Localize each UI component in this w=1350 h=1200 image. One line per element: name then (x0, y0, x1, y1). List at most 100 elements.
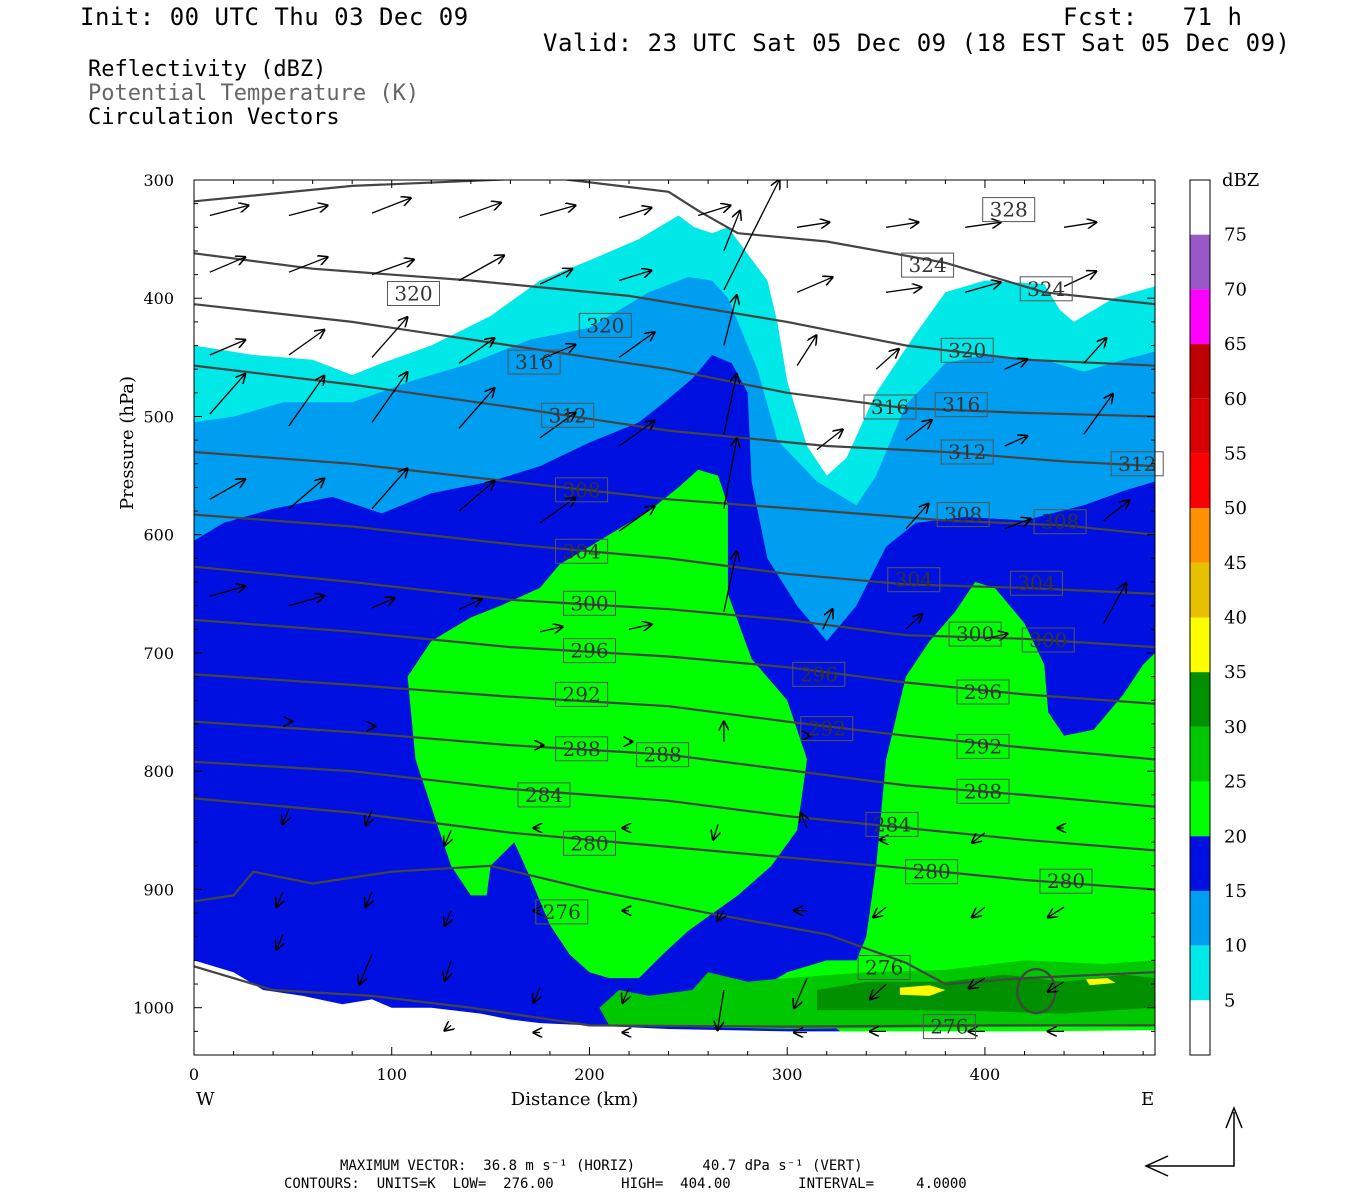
circulation-vector (822, 609, 833, 630)
colorbar-swatch (1190, 672, 1210, 727)
circulation-vector (618, 421, 654, 447)
circulation-vector (984, 634, 1007, 639)
circulation-vector (288, 376, 324, 427)
circulation-vector (458, 599, 481, 610)
circulation-vector (534, 987, 540, 1003)
footer-contours: CONTOURS: UNITS=K LOW= 276.00 HIGH= 404.… (284, 1176, 967, 1192)
circulation-vector (209, 206, 248, 217)
circulation-vector (972, 832, 986, 843)
theta-label-box (1009, 570, 1063, 596)
theta-label-box (555, 681, 609, 707)
theta-contour (194, 513, 1155, 595)
circulation-vector (965, 282, 1000, 293)
circulation-vector (905, 504, 928, 530)
y-tick-label: 900 (143, 880, 174, 899)
theta-label: 292 (964, 734, 1002, 758)
circulation-vector (283, 808, 289, 824)
colorbar-level-label: 65 (1224, 334, 1247, 355)
circulation-vector (1004, 436, 1027, 447)
circulation-vector (713, 824, 718, 839)
theta-label: 280 (570, 831, 608, 855)
colorbar-level-label: 30 (1224, 717, 1247, 738)
theta-label: 320 (394, 282, 432, 306)
circulation-vector (458, 256, 504, 282)
y-tick-label: 800 (143, 762, 174, 781)
circulation-vector (1048, 981, 1065, 992)
theta-label-box (563, 638, 616, 664)
colorbar-level-label: 40 (1224, 608, 1247, 629)
theta-label-box (887, 567, 941, 593)
theta-label-box (792, 661, 846, 687)
theta-label-box (865, 811, 919, 837)
theta-label: 308 (563, 478, 601, 502)
x-tick-label: 300 (772, 1065, 803, 1084)
circulation-vector (723, 180, 779, 291)
refl-fill-35 (899, 985, 946, 996)
circulation-vector (277, 934, 283, 949)
theta-label: 296 (800, 662, 838, 686)
colorbar-swatch (1190, 781, 1210, 837)
theta-contour (194, 673, 1155, 761)
theta-label-box (555, 538, 609, 564)
circulation-vector (1004, 359, 1027, 370)
theta-label-box (940, 439, 994, 465)
x-tick-label: 100 (376, 1065, 407, 1084)
colorbar-swatch (1190, 344, 1210, 399)
colorbar-unit: dBZ (1222, 170, 1259, 191)
circulation-vector (796, 336, 816, 366)
circulation-vector (539, 413, 575, 439)
circulation-vector (885, 222, 918, 227)
y-tick-label: 700 (143, 644, 174, 663)
colorbar-level-label: 70 (1224, 279, 1247, 300)
circulation-vector (965, 222, 1000, 227)
colorbar-swatch (1190, 453, 1210, 509)
circulation-vector (723, 296, 737, 346)
theta-label: 296 (570, 639, 608, 663)
circulation-vector (539, 206, 575, 217)
circulation-vector (1083, 394, 1113, 435)
theta-contour (194, 864, 1155, 986)
legend-reflectivity: Reflectivity (dBZ) (88, 57, 327, 82)
theta-label: 304 (563, 539, 601, 563)
theta-contour (194, 450, 1155, 536)
theta-contour (194, 760, 1155, 852)
circulation-vector (816, 430, 843, 451)
circulation-vector (698, 206, 730, 217)
circulation-vector (209, 340, 245, 356)
theta-label-box (1019, 276, 1073, 302)
colorbar-level-label: 45 (1224, 553, 1247, 574)
circulation-vector (371, 260, 414, 276)
colorbar-swatch (1190, 234, 1210, 290)
theta-label-box (535, 899, 589, 925)
theta-label-box (517, 782, 571, 808)
theta-label: 324 (1027, 277, 1065, 301)
circulation-vector (371, 469, 407, 510)
theta-label: 320 (586, 313, 624, 337)
circulation-vector (445, 910, 451, 926)
theta-label-box (800, 716, 854, 742)
theta-label-box (922, 1014, 976, 1040)
west-label: W (196, 1089, 215, 1110)
colorbar-level-label: 55 (1224, 443, 1247, 464)
theta-label: 312 (549, 403, 587, 427)
theta-label-box (956, 733, 1010, 759)
circulation-vector (458, 481, 494, 512)
circulation-vector (288, 330, 324, 356)
theta-label: 316 (515, 350, 553, 374)
circulation-vector (209, 586, 245, 597)
theta-label: 284 (525, 783, 563, 807)
theta-label: 304 (1017, 571, 1055, 595)
theta-label: 308 (1041, 510, 1079, 534)
colorbar-level-label: 10 (1224, 936, 1247, 957)
theta-label: 320 (948, 338, 986, 362)
theta-label-box (940, 337, 994, 363)
circulation-vector (905, 614, 922, 630)
theta-label-box (555, 477, 609, 503)
theta-contour (194, 303, 1155, 418)
theta-label-box (578, 312, 632, 338)
theta-contour (194, 618, 1155, 705)
theta-label: 300 (956, 622, 994, 646)
colorbar-level-label: 35 (1224, 662, 1247, 683)
circulation-vector (623, 987, 629, 1003)
theta-label-box (555, 736, 609, 762)
